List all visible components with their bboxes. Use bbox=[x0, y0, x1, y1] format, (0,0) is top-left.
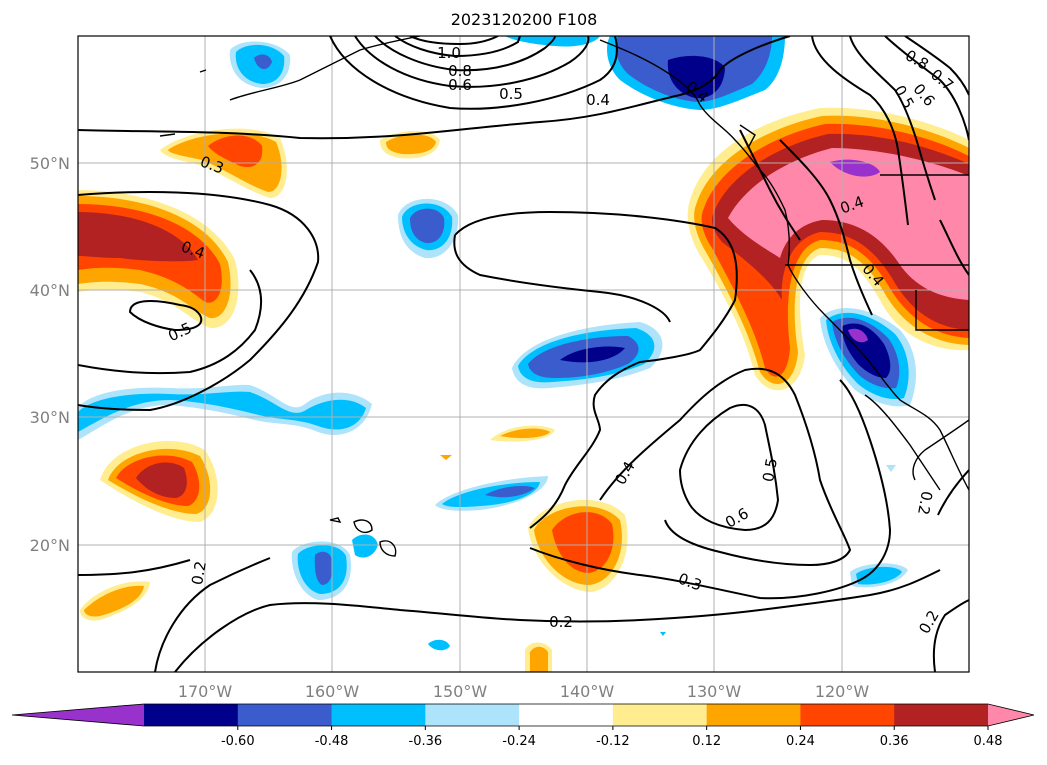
colorbar-swatch bbox=[425, 704, 520, 726]
contour-label: 0.5 bbox=[499, 85, 523, 103]
contour-label: 0.5 bbox=[759, 457, 781, 484]
latitude-label: 50°N bbox=[30, 154, 70, 173]
colorbar-swatch bbox=[706, 704, 801, 726]
colorbar-swatch bbox=[612, 704, 708, 726]
colorbar-tick-label: -0.24 bbox=[502, 734, 536, 749]
map-title: 2023120200 F108 bbox=[451, 10, 598, 29]
colorbar-swatch bbox=[894, 704, 989, 726]
longitude-label: 170°W bbox=[178, 682, 233, 701]
contour-label: 1.0 bbox=[437, 44, 461, 62]
latitude-labels: 50°N 40°N 30°N 20°N bbox=[30, 154, 70, 555]
colorbar-tick-label: -0.60 bbox=[221, 734, 255, 749]
longitude-label: 130°W bbox=[687, 682, 742, 701]
contour-labels: 1.0 0.8 0.6 0.5 0.4 0.3 0.4 0.5 0.4 0.8 … bbox=[165, 44, 957, 637]
contour-label: 0.2 bbox=[914, 490, 936, 517]
map-area: 1.0 0.8 0.6 0.5 0.4 0.3 0.4 0.5 0.4 0.8 … bbox=[78, 36, 969, 672]
contours bbox=[78, 36, 969, 672]
longitude-labels: 170°W 160°W 150°W 140°W 130°W 120°W bbox=[178, 682, 870, 701]
contour-label: 0.8 bbox=[448, 62, 472, 80]
colorbar-extend-high bbox=[988, 704, 1034, 726]
map-frame bbox=[77, 35, 970, 673]
latitude-label: 40°N bbox=[30, 281, 70, 300]
longitude-label: 160°W bbox=[305, 682, 360, 701]
colorbar-swatch bbox=[519, 704, 614, 726]
contour-label: 0.4 bbox=[586, 91, 610, 109]
colorbar-swatch bbox=[331, 704, 426, 726]
latitude-label: 20°N bbox=[30, 536, 70, 555]
colorbar-tick-label: 0.48 bbox=[974, 734, 1003, 749]
coastlines bbox=[159, 36, 969, 557]
colorbar: -0.60 -0.48 -0.36 -0.24 -0.12 0.12 0.24 0.36 0.4… bbox=[11, 703, 1035, 749]
contour-label: 0.6 bbox=[448, 76, 472, 94]
colorbar-tick-label: 0.12 bbox=[692, 734, 721, 749]
gridlines bbox=[78, 36, 969, 672]
colorbar-swatch bbox=[144, 704, 239, 726]
colorbar-swatch bbox=[800, 704, 895, 726]
colorbar-tick-label: -0.12 bbox=[596, 734, 630, 749]
contour-label: 0.2 bbox=[549, 613, 573, 631]
shaded-anomalies bbox=[78, 36, 969, 672]
colorbar-extend-low bbox=[12, 704, 144, 726]
colorbar-tick-label: 0.24 bbox=[786, 734, 815, 749]
longitude-label: 150°W bbox=[433, 682, 488, 701]
colorbar-tick-label: -0.48 bbox=[315, 734, 349, 749]
colorbar-tick-label: 0.36 bbox=[880, 734, 909, 749]
latitude-label: 30°N bbox=[30, 408, 70, 427]
longitude-label: 140°W bbox=[560, 682, 615, 701]
colorbar-tick-label: -0.36 bbox=[409, 734, 443, 749]
longitude-label: 120°W bbox=[815, 682, 870, 701]
colorbar-swatch bbox=[237, 704, 333, 726]
contour-label: 0.2 bbox=[188, 560, 210, 587]
